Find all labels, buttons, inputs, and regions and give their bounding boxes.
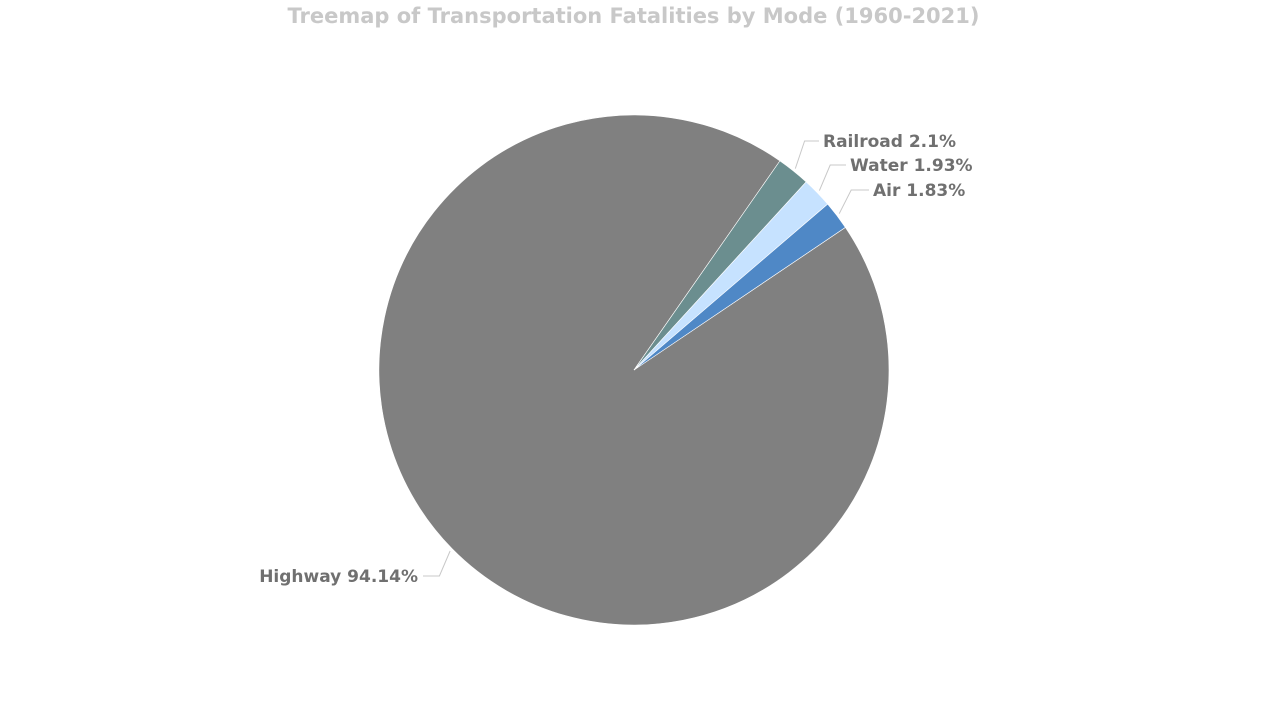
leader-line-railroad xyxy=(794,140,819,169)
pie-slices xyxy=(378,114,890,626)
slice-label-water: Water 1.93% xyxy=(850,156,973,176)
leader-lines xyxy=(423,140,869,577)
slice-label-railroad: Railroad 2.1% xyxy=(823,132,956,152)
leader-line-water xyxy=(818,164,846,191)
slice-labels: Highway 94.14% Railroad 2.1% Water 1.93%… xyxy=(259,132,972,587)
pie-slice-air xyxy=(633,203,846,371)
leader-line-air xyxy=(838,189,869,214)
leader-line-highway xyxy=(423,550,451,577)
slice-label-air: Air 1.83% xyxy=(873,181,965,201)
chart-title: Treemap of Transportation Fatalities by … xyxy=(287,4,980,28)
slice-label-highway: Highway 94.14% xyxy=(259,567,418,587)
